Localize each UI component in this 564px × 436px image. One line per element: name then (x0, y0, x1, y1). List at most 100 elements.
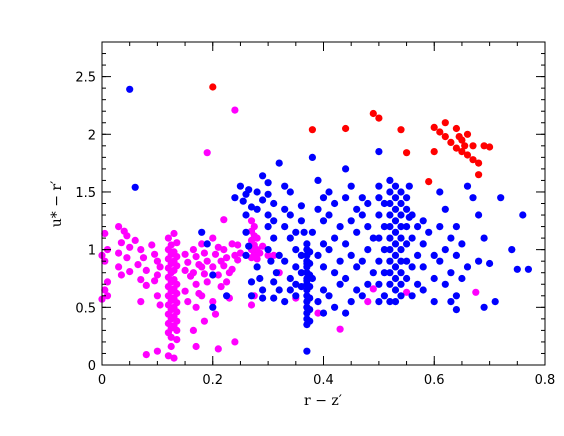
blue-data-point (270, 199, 278, 208)
blue-data-point (292, 263, 300, 271)
blue-data-point (209, 271, 217, 279)
magenta-data-point (164, 352, 172, 360)
blue-data-point (306, 317, 314, 325)
blue-data-point (436, 257, 444, 265)
blue-data-point (297, 202, 305, 210)
blue-data-point (292, 280, 300, 288)
magenta-data-point (220, 262, 228, 270)
data-points (98, 83, 533, 362)
blue-data-point (259, 172, 267, 180)
red-data-point (430, 123, 438, 131)
magenta-data-point (200, 270, 208, 278)
blue-data-point (386, 269, 394, 277)
blue-data-point (306, 248, 314, 256)
magenta-data-point (472, 288, 480, 296)
magenta-data-point (203, 149, 211, 157)
blue-data-point (281, 182, 289, 190)
magenta-data-point (192, 303, 200, 311)
blue-data-point (486, 259, 494, 268)
blue-data-point (306, 259, 314, 268)
blue-data-point (386, 223, 394, 231)
blue-data-point (342, 274, 350, 283)
red-data-point (469, 142, 477, 150)
blue-data-point (253, 188, 261, 196)
blue-data-point (319, 194, 328, 202)
blue-data-point (491, 298, 499, 306)
blue-data-point (408, 263, 416, 271)
blue-data-point (336, 257, 344, 265)
blue-data-point (325, 292, 333, 300)
blue-data-point (264, 246, 272, 254)
red-data-point (397, 126, 405, 134)
red-data-point (455, 133, 463, 141)
magenta-data-point (153, 292, 161, 300)
blue-data-point (364, 199, 372, 208)
blue-data-point (242, 251, 250, 259)
blue-data-point (297, 251, 305, 259)
blue-data-point (403, 257, 411, 265)
blue-data-point (364, 246, 372, 254)
blue-data-point (480, 303, 488, 311)
blue-data-point (380, 269, 388, 277)
blue-data-point (497, 194, 505, 202)
blue-data-point (286, 188, 294, 196)
red-data-point (461, 142, 469, 150)
blue-data-point (375, 234, 383, 242)
magenta-data-point (223, 254, 231, 262)
blue-data-point (403, 274, 411, 283)
blue-data-point (325, 246, 333, 254)
blue-data-point (319, 286, 328, 294)
blue-data-point (391, 194, 400, 202)
red-data-point (430, 148, 438, 156)
blue-data-point (369, 269, 377, 277)
blue-data-point (391, 274, 400, 283)
magenta-data-point (264, 251, 272, 259)
blue-data-point (347, 298, 355, 306)
blue-data-point (303, 347, 311, 355)
magenta-data-point (173, 336, 181, 344)
magenta-data-point (253, 255, 261, 263)
red-data-point (441, 119, 449, 127)
blue-data-point (358, 194, 366, 202)
magenta-data-point (234, 256, 242, 264)
blue-data-point (264, 179, 272, 187)
blue-data-point (256, 274, 264, 283)
blue-data-point (342, 240, 350, 248)
magenta-data-point (192, 342, 200, 351)
magenta-data-point (173, 299, 181, 307)
blue-data-point (419, 263, 427, 271)
blue-data-point (391, 205, 400, 213)
magenta-data-point (403, 288, 411, 296)
blue-data-point (452, 223, 460, 231)
blue-data-point (397, 257, 405, 265)
magenta-data-point (234, 241, 242, 249)
blue-data-point (375, 280, 383, 288)
blue-data-point (286, 234, 294, 242)
blue-data-point (414, 251, 422, 259)
blue-data-point (275, 251, 283, 259)
blue-data-point (419, 240, 427, 248)
blue-data-point (414, 223, 422, 231)
blue-data-point (397, 280, 405, 288)
blue-data-point (397, 234, 405, 242)
magenta-data-point (228, 240, 236, 248)
magenta-data-point (156, 301, 164, 309)
blue-data-point (386, 257, 394, 265)
blue-data-point (403, 194, 411, 202)
blue-data-point (275, 286, 283, 294)
red-data-point (209, 83, 217, 91)
magenta-data-point (173, 262, 181, 270)
red-data-point (436, 128, 444, 136)
x-tick-label: 0.6 (424, 373, 445, 388)
magenta-data-point (173, 308, 181, 316)
blue-data-point (375, 194, 383, 202)
blue-data-point (358, 292, 366, 300)
red-data-point (369, 109, 377, 118)
blue-data-point (519, 211, 527, 219)
red-data-point (469, 156, 477, 164)
magenta-data-point (167, 342, 175, 351)
red-data-point (403, 149, 411, 157)
magenta-data-point (200, 317, 208, 325)
magenta-data-point (117, 239, 125, 247)
red-data-point (308, 126, 316, 134)
